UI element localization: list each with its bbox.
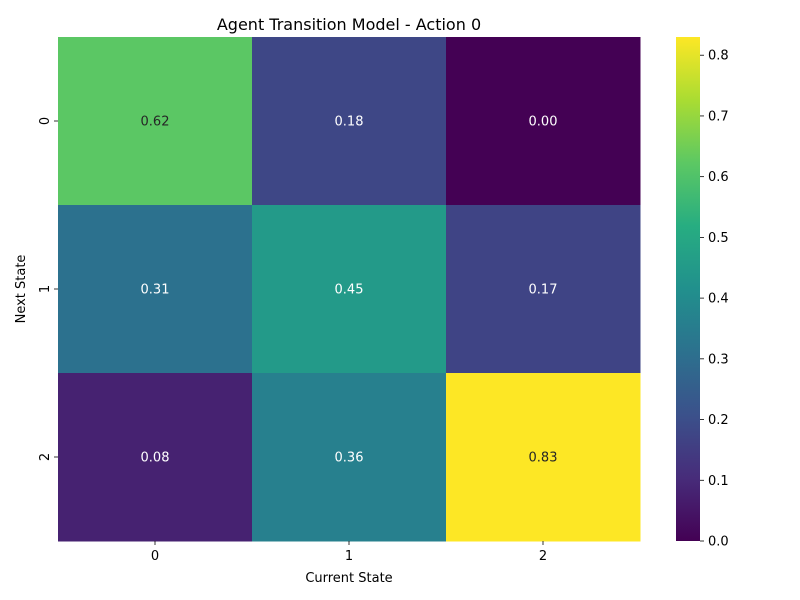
cell-value-label-r2-c1: 0.36 [335,451,364,466]
heatmap-cell-r1-c0 [58,205,253,374]
x-tick-label-2: 2 [539,549,547,564]
colorbar-tick-label-6: 0.6 [708,170,729,185]
cell-value-label-r1-c0: 0.31 [141,283,170,298]
x-axis-label: Current State [305,571,392,586]
colorbar-tick-label-0: 0.0 [708,535,729,550]
colorbar-tick-label-8: 0.8 [708,49,729,64]
colorbar [676,37,700,541]
y-tick-label-0: 0 [38,117,53,125]
heatmap-cell-r0-c2 [446,37,641,206]
x-tick-label-0: 0 [151,549,159,564]
cell-value-label-r2-c0: 0.08 [141,451,170,466]
y-axis-label: Next State [14,255,29,324]
x-tick-label-1: 1 [345,549,353,564]
cell-value-label-r2-c2: 0.83 [529,451,558,466]
cell-value-label-r1-c1: 0.45 [335,283,364,298]
cell-value-label-r0-c2: 0.00 [529,115,558,130]
y-axis-ticks: 0 1 2 [38,117,58,461]
cell-value-label-r1-c2: 0.17 [529,283,558,298]
heatmap-cell-r2-c1 [252,373,447,542]
colorbar-tick-label-2: 0.2 [708,413,729,428]
heatmap-cell-r2-c2 [446,373,641,542]
colorbar-tick-label-1: 0.1 [708,474,729,489]
y-tick-label-2: 2 [38,453,53,461]
heatmap-cell-r0-c0 [58,37,253,206]
y-tick-label-1: 1 [38,285,53,293]
colorbar-tick-label-7: 0.7 [708,109,729,124]
heatmap-cell-r1-c1 [252,205,447,374]
colorbar-ticks: 0.0 0.1 0.2 0.3 0.4 0.5 0.6 0.7 0.8 [700,49,729,550]
heatmap-cell-r0-c1 [252,37,447,206]
heatmap-cells: 0.62 0.18 0.00 0.31 0.45 0.17 0.08 0.36 0.83 [58,37,641,542]
colorbar-tick-label-4: 0.4 [708,292,729,307]
heatmap-cell-r1-c2 [446,205,641,374]
colorbar-tick-label-5: 0.5 [708,231,729,246]
x-axis-ticks: 0 1 2 [151,541,547,564]
cell-value-label-r0-c1: 0.18 [335,115,364,130]
heatmap-cell-r2-c0 [58,373,253,542]
chart-title: Agent Transition Model - Action 0 [217,15,481,34]
colorbar-tick-label-3: 0.3 [708,352,729,367]
cell-value-label-r0-c0: 0.62 [141,115,170,130]
